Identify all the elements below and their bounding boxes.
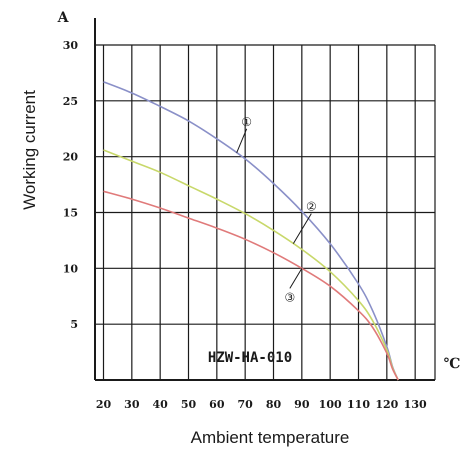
marker-label-1: ① (241, 115, 252, 129)
marker-leader-2 (292, 213, 312, 244)
x-unit-label: ℃ (444, 356, 461, 372)
model-annotation: HZW-HA-010 (208, 350, 292, 366)
y-tick-label-15: 15 (63, 207, 78, 220)
axes (94, 18, 435, 381)
y-tick-label-10: 10 (63, 262, 79, 275)
series-curves (103, 81, 399, 381)
x-tick-label-50: 50 (181, 398, 197, 411)
y-tick-label-25: 25 (63, 95, 78, 108)
x-tick-label-100: 100 (319, 398, 342, 411)
y-unit-label: A (57, 10, 70, 26)
grid (95, 44, 436, 380)
x-tick-label-110: 110 (347, 398, 370, 411)
x-tick-label-120: 120 (375, 398, 398, 411)
marker-leader-1 (236, 128, 248, 154)
curve-markers: ① ② ③ (236, 115, 317, 304)
x-tick-label-130: 130 (404, 398, 427, 411)
marker-leader-3 (289, 268, 303, 289)
y-tick-label-30: 30 (63, 39, 79, 52)
y-tick-label-5: 5 (70, 318, 78, 331)
marker-label-2: ② (306, 200, 317, 214)
x-tick-label-90: 90 (294, 398, 310, 411)
y-axis-title: Working current (20, 90, 39, 210)
series-curve-1 (103, 81, 399, 381)
x-tick-label-20: 20 (96, 398, 112, 411)
y-tick-label-20: 20 (63, 151, 79, 164)
series-curve-2 (103, 149, 399, 381)
x-tick-label-70: 70 (238, 398, 254, 411)
series-curve-3 (103, 190, 399, 381)
marker-label-3: ③ (284, 290, 295, 304)
x-tick-label-60: 60 (209, 398, 225, 411)
tick-labels: 20 30 40 50 60 70 80 90 100 110 120 130 5 10 15 20 25 30 (63, 39, 427, 411)
x-tick-label-40: 40 (153, 398, 169, 411)
x-tick-label-30: 30 (124, 398, 140, 411)
x-tick-label-80: 80 (266, 398, 282, 411)
x-axis-title: Ambient temperature (191, 428, 350, 447)
